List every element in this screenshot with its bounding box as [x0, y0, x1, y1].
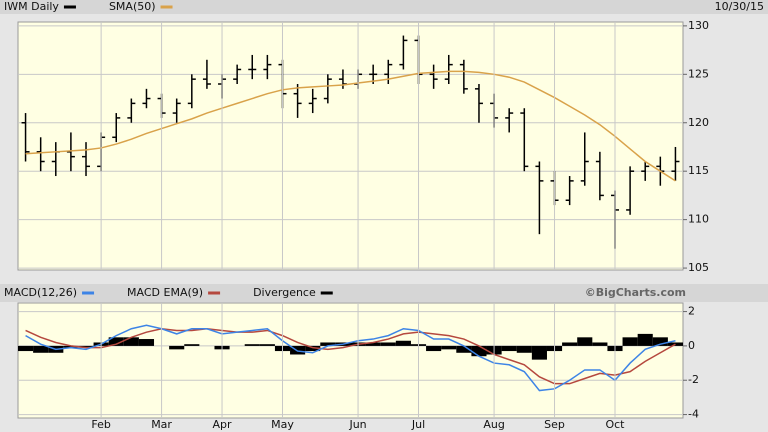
divergence-bar — [592, 342, 608, 346]
divergence-bar — [426, 345, 442, 352]
y-tick-label: 0 — [688, 339, 695, 352]
divergence-bar — [259, 344, 275, 346]
divergence-bar — [138, 339, 155, 346]
divergence-bar — [562, 342, 578, 346]
y-tick-label: 2 — [688, 305, 695, 318]
header-bar — [0, 0, 768, 14]
divergence-bar — [441, 345, 457, 350]
divergence-bar — [501, 345, 517, 352]
divergence-bar — [33, 345, 49, 353]
divergence-bar — [637, 333, 653, 346]
x-tick-label: Jul — [411, 418, 425, 431]
y-tick-label: 105 — [688, 261, 709, 274]
x-tick-label: Feb — [91, 418, 110, 431]
x-tick-label: Mar — [151, 418, 172, 431]
divergence-bar — [365, 342, 381, 346]
divergence-bar — [320, 342, 336, 346]
y-tick-label: 110 — [688, 213, 709, 226]
x-tick-label: Sep — [544, 418, 565, 431]
legend-label: IWM Daily — [4, 0, 59, 13]
divergence-bar — [169, 345, 185, 350]
x-tick-label: May — [271, 418, 294, 431]
macd-line — [25, 327, 676, 385]
divergence-bar — [63, 345, 79, 348]
divergence-bar — [184, 344, 200, 346]
divergence-bar — [652, 337, 668, 346]
divergence-bar — [108, 337, 124, 346]
divergence-bar — [123, 337, 139, 346]
y-tick-label: -4 — [688, 408, 699, 421]
x-tick-label: Aug — [483, 418, 504, 431]
date-label: 10/30/15 — [715, 0, 764, 13]
y-tick-label: 120 — [688, 116, 709, 129]
divergence-bar — [395, 340, 411, 346]
divergence-bar — [78, 345, 94, 348]
x-tick-label: Apr — [213, 418, 233, 431]
divergence-bar — [516, 345, 532, 353]
divergence-bar — [305, 345, 321, 352]
y-tick-label: 130 — [688, 19, 709, 32]
divergence-bar — [244, 344, 260, 346]
divergence-bar — [18, 345, 34, 352]
legend-label: MACD EMA(9) — [127, 286, 203, 299]
y-tick-label: -2 — [688, 373, 699, 386]
macd-line — [25, 324, 676, 392]
divergence-bar — [456, 345, 472, 353]
divergence-bar — [380, 342, 396, 346]
divergence-bar — [471, 345, 487, 357]
sma-line — [25, 70, 676, 182]
y-tick-label: 115 — [688, 164, 709, 177]
legend-label: SMA(50) — [109, 0, 156, 13]
divergence-bar — [622, 337, 638, 346]
legend-label: MACD(12,26) — [4, 286, 77, 299]
y-tick-label: 125 — [688, 67, 709, 80]
price-plot-area — [17, 21, 684, 271]
legend-label: Divergence — [253, 286, 316, 299]
x-tick-label: Jun — [348, 418, 366, 431]
divergence-bar — [577, 337, 593, 346]
divergence-bar — [531, 345, 547, 360]
macd-header-bar — [0, 284, 768, 302]
x-tick-label: Oct — [605, 418, 625, 431]
source: ©BigCharts.com — [585, 286, 686, 299]
macd-plot-area — [17, 302, 684, 419]
